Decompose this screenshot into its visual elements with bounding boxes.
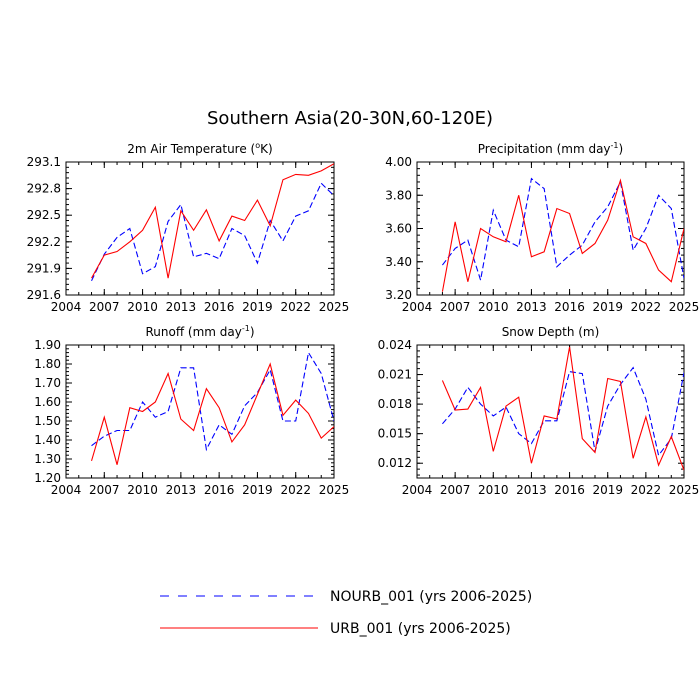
y-tick-label: 3.40 — [385, 255, 412, 269]
x-tick-label: 2019 — [592, 483, 623, 497]
plot-frame — [65, 161, 335, 296]
y-tick-label: 3.80 — [385, 188, 412, 202]
y-tick-label: 1.20 — [34, 471, 61, 485]
x-tick-label: 2007 — [89, 300, 120, 314]
x-tick-label: 2025 — [319, 483, 350, 497]
x-tick-label: 2025 — [669, 483, 700, 497]
x-tick-label: 2013 — [516, 483, 547, 497]
x-tick-label: 2016 — [554, 300, 585, 314]
panel-4: Snow Depth (m) 2004 2007 2010 2013 2016 2019 20… — [378, 325, 700, 497]
y-tick-label: 3.20 — [385, 288, 412, 302]
series-line-nourb-001 — [91, 351, 334, 452]
y-tick-label: 0.018 — [378, 397, 412, 411]
series-group — [441, 346, 684, 471]
y-tick-label: 293.1 — [27, 155, 61, 169]
y-tick-label: 4.00 — [385, 155, 412, 169]
x-tick-label: 2025 — [669, 300, 700, 314]
x-tick-label: 2025 — [319, 300, 350, 314]
y-tick-label: 0.024 — [378, 338, 412, 352]
x-tick-label: 2019 — [242, 483, 273, 497]
x-tick-label: 2016 — [204, 300, 235, 314]
panel-2: Precipitation (mm day-1) 2004 2007 2010 2013… — [385, 141, 699, 314]
y-tick-label: 3.60 — [385, 222, 412, 236]
series-line-nourb-001 — [91, 182, 334, 282]
x-tick-label: 2004 — [51, 300, 82, 314]
x-tick-label: 2007 — [440, 300, 471, 314]
series-line-urb-001 — [441, 346, 684, 471]
x-tick-label: 2013 — [516, 300, 547, 314]
y-tick-label: 291.6 — [27, 288, 61, 302]
panel-title: 2m Air Temperature (oK) — [127, 141, 272, 156]
x-tick-label: 2013 — [166, 300, 197, 314]
series-line-urb-001 — [90, 362, 334, 465]
legend-label: URB_001 (yrs 2006-2025) — [330, 621, 511, 637]
series-line-nourb-001 — [442, 366, 684, 457]
x-tick-label: 2013 — [166, 483, 197, 497]
series-line-urb-001 — [91, 163, 334, 279]
y-tick-label: 1.80 — [34, 357, 61, 371]
x-tick-label: 2010 — [127, 483, 158, 497]
y-tick-label: 1.40 — [34, 433, 61, 447]
x-tick-label: 2022 — [631, 300, 662, 314]
x-tick-label: 2010 — [478, 300, 509, 314]
x-tick-label: 2010 — [478, 483, 509, 497]
y-tick-label: 1.90 — [34, 338, 61, 352]
x-axis: 2004 2007 2010 2013 2016 2019 2022 2025 — [402, 162, 700, 314]
x-tick-label: 2004 — [51, 483, 82, 497]
panel-title: Snow Depth (m) — [502, 325, 600, 339]
series-line-nourb-001 — [441, 177, 684, 281]
x-tick-label: 2010 — [127, 300, 158, 314]
y-axis: 0.012 0.015 0.018 0.021 0.024 — [378, 338, 684, 476]
x-axis: 2004 2007 2010 2013 2016 2019 2022 2025 — [51, 345, 350, 497]
x-tick-label: 2022 — [280, 300, 311, 314]
figure-title: Southern Asia(20-30N,60-120E) — [207, 108, 493, 129]
x-tick-label: 2022 — [631, 483, 662, 497]
plot-frame — [65, 344, 335, 479]
series-line-urb-001 — [441, 178, 684, 292]
y-tick-label: 1.70 — [34, 376, 61, 390]
x-tick-label: 2022 — [280, 483, 311, 497]
y-tick-label: 1.30 — [34, 452, 61, 466]
panels: 2m Air Temperature (oK)2004 2007 2010 2013 2… — [27, 141, 700, 497]
panel-3: Runoff (mm day-1) 2004 2007 2010 2013 2016 201… — [34, 324, 349, 497]
x-tick-label: 2019 — [242, 300, 273, 314]
legend: NOURB_001 (yrs 2006-2025) URB_001 (yrs 20… — [160, 589, 532, 637]
series-group — [90, 351, 334, 465]
x-axis: 2004 2007 2010 2013 2016 2019 2022 2025 — [51, 162, 350, 314]
y-axis: 3.20 3.40 3.60 3.80 4.00 — [385, 155, 684, 302]
series-group — [91, 163, 334, 282]
panel-1: 2m Air Temperature (oK)2004 2007 2010 2013 2… — [27, 141, 350, 314]
x-tick-label: 2004 — [402, 483, 433, 497]
y-tick-label: 292.2 — [27, 235, 61, 249]
y-tick-label: 292.5 — [27, 208, 61, 222]
y-tick-label: 0.021 — [378, 368, 412, 382]
x-tick-label: 2016 — [204, 483, 235, 497]
x-tick-label: 2007 — [89, 483, 120, 497]
y-tick-label: 0.012 — [378, 456, 412, 470]
y-axis: 291.6 291.9 292.2 292.5 292.8 293.1 — [27, 155, 334, 302]
plot-frame — [416, 344, 685, 479]
x-tick-label: 2004 — [402, 300, 433, 314]
x-tick-label: 2016 — [554, 483, 585, 497]
series-group — [441, 177, 684, 292]
panel-title: Precipitation (mm day-1) — [478, 141, 623, 156]
y-tick-label: 1.60 — [34, 395, 61, 409]
y-tick-label: 0.015 — [378, 427, 412, 441]
x-tick-label: 2019 — [592, 300, 623, 314]
y-axis: 1.20 1.30 1.40 1.50 1.60 1.70 1.80 1.90 — [34, 338, 334, 485]
x-tick-label: 2007 — [440, 483, 471, 497]
legend-label: NOURB_001 (yrs 2006-2025) — [330, 589, 532, 605]
panel-title: Runoff (mm day-1) — [145, 324, 254, 339]
y-tick-label: 1.50 — [34, 414, 61, 428]
y-tick-label: 291.9 — [27, 261, 61, 275]
y-tick-label: 292.8 — [27, 182, 61, 196]
